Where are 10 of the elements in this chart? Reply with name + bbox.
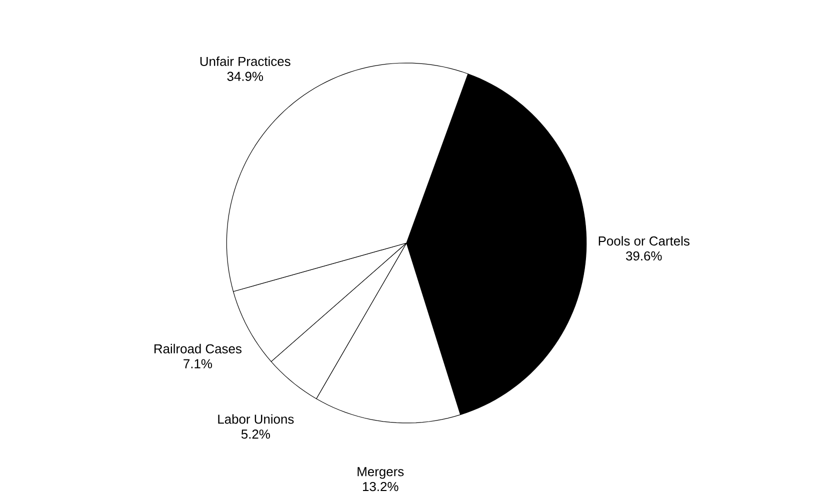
slice-label: Railroad Cases — [154, 344, 242, 354]
data-label: 13.2% — [362, 482, 398, 491]
data-label: 7.1% — [184, 358, 212, 368]
slice-label: Pools or Cartels — [598, 236, 690, 246]
slice-label: Labor Unions — [218, 414, 294, 424]
data-label: 5.2% — [241, 429, 270, 438]
data-label: 39.6% — [626, 251, 662, 260]
slice-label: Mergers — [358, 466, 404, 479]
slice-label: Unfair Practices — [200, 56, 290, 66]
data-label: 34.9% — [227, 72, 264, 81]
